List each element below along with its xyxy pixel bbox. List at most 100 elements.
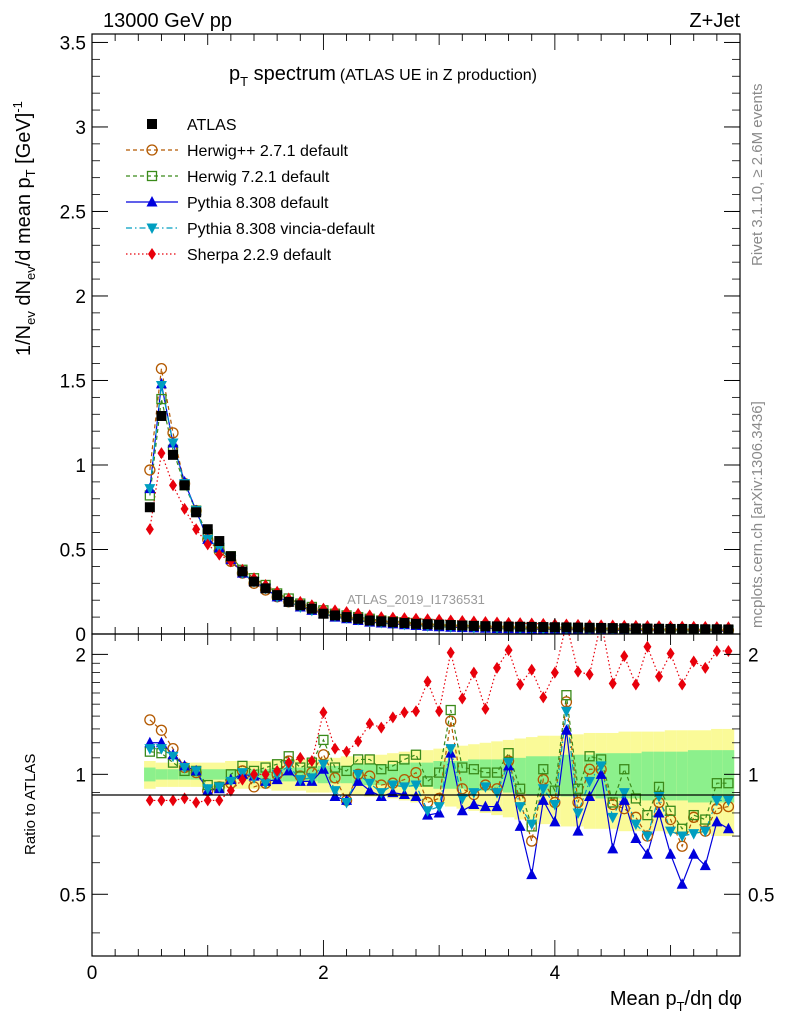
- title-sub: T: [240, 74, 248, 89]
- ratio-point-pythia: [560, 724, 572, 735]
- band-inner-bin: [676, 751, 688, 801]
- ratio-point-sherpa: [655, 670, 663, 683]
- y-axis-label-main: 1/Nev dNev/d mean pT [GeV]-1: [10, 101, 38, 356]
- main-point-atlas: [225, 551, 236, 562]
- ratio-point-sherpa: [238, 773, 247, 786]
- ratio-point-pythia: [722, 822, 734, 834]
- legend-label: Pythia 8.308 default: [187, 195, 329, 212]
- ratio-point-vincia: [549, 800, 561, 811]
- ratio-point-herwig-: [572, 796, 584, 809]
- ratio-point-pythia: [479, 800, 491, 812]
- process-label: Z+Jet: [689, 10, 740, 32]
- band-inner-bin: [433, 761, 445, 789]
- main-point-atlas: [492, 621, 502, 632]
- x-tick-label: 0: [87, 963, 98, 984]
- ratio-ytick-label: 1: [75, 765, 86, 786]
- x-axis-label: Mean pT/dη dφ: [610, 988, 742, 1014]
- ratio-point-sherpa: [296, 751, 305, 764]
- ratio-point-pythia: [549, 815, 561, 827]
- plot-title: pT spectrum (ATLAS UE in Z production): [229, 63, 537, 89]
- legend-item-vincia: Pythia 8.308 vincia-default: [126, 221, 375, 238]
- band-inner-bin: [375, 764, 388, 786]
- band-inner-bin: [167, 769, 179, 780]
- ratio-point-herwig7: [711, 778, 723, 789]
- ratio-point-vincia: [676, 831, 688, 843]
- ratio-point-sherpa: [169, 794, 177, 807]
- legend-marker: [148, 248, 156, 260]
- ratio-point-sherpa: [631, 678, 640, 691]
- analysis-watermark: ATLAS_2019_I1736531: [347, 592, 485, 607]
- ratio-point-herwig7: [341, 765, 352, 777]
- main-ytick-label: 0: [75, 625, 86, 646]
- ratio-point-pythia: [526, 868, 538, 880]
- ratio-point-sherpa: [493, 661, 501, 674]
- ratio-point-vincia: [190, 766, 202, 777]
- ratio-point-vincia: [317, 759, 329, 771]
- band-inner-bin: [491, 759, 503, 791]
- ratio-point-vincia: [387, 780, 399, 792]
- ratio-point-herwig7: [584, 751, 595, 762]
- band-inner-bin: [514, 757, 526, 793]
- ratio-point-herwig7: [491, 767, 503, 778]
- main-point-atlas: [214, 536, 225, 547]
- ratio-point-vincia: [479, 782, 491, 793]
- ratio-point-pythia: [711, 815, 723, 827]
- ratio-point-herwig7: [561, 690, 572, 701]
- legend-marker: [146, 223, 158, 234]
- ratio-point-sherpa: [145, 794, 154, 807]
- main-point-herwig7: [156, 393, 167, 405]
- ratio-point-vincia: [329, 786, 341, 797]
- band-inner-bin: [583, 754, 596, 797]
- y-axis-label-ratio: Ratio to ATLAS: [22, 754, 39, 855]
- main-point-atlas: [677, 623, 688, 634]
- band-inner-bin: [549, 756, 561, 795]
- legend-marker: [146, 196, 158, 207]
- ratio-point-herwig-: [526, 835, 538, 847]
- band-inner-bin: [630, 753, 642, 799]
- ratio-point-vincia: [236, 768, 248, 779]
- main-ytick-label: 3.5: [60, 33, 86, 54]
- ratio-point-herwig-: [410, 766, 422, 779]
- band-inner-bin: [722, 750, 735, 803]
- ratio-point-vincia: [503, 758, 515, 769]
- ratio-point-sherpa: [365, 717, 374, 730]
- main-point-atlas: [445, 620, 456, 631]
- main-point-atlas: [468, 620, 479, 631]
- ratio-point-sherpa: [550, 666, 559, 679]
- ratio-point-herwig-: [144, 714, 156, 726]
- ratio-point-herwig7: [422, 776, 433, 787]
- legend-marker: [146, 144, 158, 156]
- main-point-sherpa: [157, 447, 166, 460]
- ratio-point-vincia: [641, 831, 653, 843]
- main-point-atlas: [515, 621, 526, 632]
- ratio-point-sherpa: [250, 768, 258, 781]
- main-point-atlas: [249, 576, 259, 587]
- band-inner-bin: [363, 764, 376, 786]
- legend-label: Herwig++ 2.7.1 default: [187, 143, 349, 160]
- band-inner-bin: [479, 759, 492, 791]
- ratio-point-herwig7: [329, 762, 341, 773]
- ratio-point-sherpa: [412, 705, 420, 718]
- ratio-point-pythia: [665, 848, 677, 859]
- main-point-sherpa: [203, 538, 212, 551]
- main-point-atlas: [202, 524, 213, 535]
- main-ytick-label: 2.5: [60, 202, 86, 223]
- ratio-point-vincia: [260, 778, 272, 790]
- band-inner-bin: [178, 769, 191, 780]
- ratio-ytick-label-right: 2: [748, 645, 759, 666]
- ratio-point-herwig-: [456, 783, 468, 795]
- main-point-atlas: [723, 624, 734, 634]
- legend-item-atlas: ATLAS: [147, 117, 237, 134]
- main-point-atlas: [457, 620, 468, 631]
- ratio-point-herwig7: [630, 793, 642, 804]
- band-inner-bin: [294, 767, 307, 782]
- main-point-atlas: [144, 502, 155, 513]
- ratio-point-vincia: [595, 761, 607, 772]
- ratio-point-herwig7: [457, 762, 468, 773]
- rivet-info: Rivet 3.1.10, ≥ 2.6M events: [749, 84, 766, 267]
- legend-marker: [147, 119, 157, 129]
- ratio-point-herwig7: [514, 783, 526, 794]
- ratio-point-sherpa: [435, 705, 444, 718]
- ratio-point-sherpa: [331, 742, 339, 755]
- ratio-point-herwig7: [723, 778, 734, 789]
